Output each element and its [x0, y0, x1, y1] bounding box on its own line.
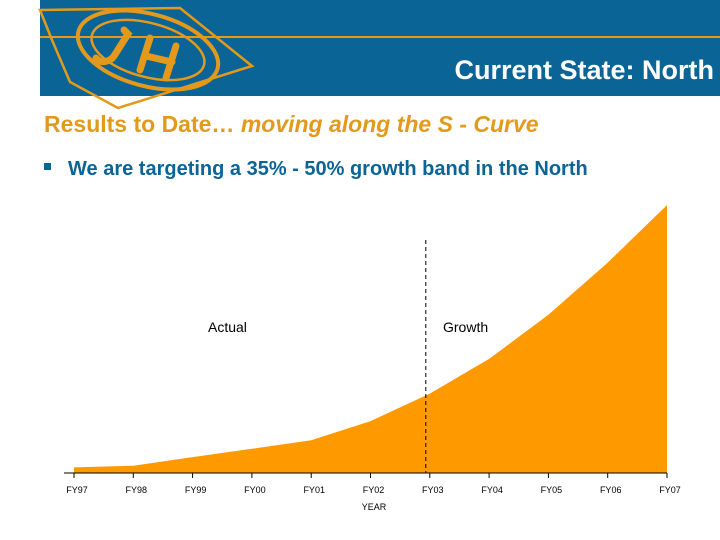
series-area	[74, 205, 667, 473]
x-tick-label: FY02	[363, 485, 385, 495]
bullet-item: We are targeting a 35% - 50% growth band…	[44, 158, 588, 181]
x-tick-label: FY03	[422, 485, 444, 495]
annotation-growth: Growth	[443, 319, 488, 335]
bullet-square-icon	[44, 163, 51, 171]
x-tick-label: FY99	[185, 485, 207, 495]
x-tick-label: FY98	[126, 485, 148, 495]
x-tick-label: FY00	[244, 485, 266, 495]
subtitle-emphasis: moving along the S - Curve	[240, 111, 539, 137]
x-axis-title: YEAR	[362, 502, 387, 512]
company-logo-icon	[38, 6, 255, 110]
header-accent-line	[40, 36, 720, 38]
x-tick-label: FY05	[541, 485, 563, 495]
x-tick-label: FY01	[303, 485, 325, 495]
bullet-text: We are targeting a 35% - 50% growth band…	[68, 158, 588, 180]
x-tick-label: FY04	[481, 485, 503, 495]
annotation-actual: Actual	[208, 319, 247, 335]
slide-title: Current State: North	[454, 55, 714, 85]
x-tick-label: FY97	[66, 485, 88, 495]
x-tick-label: FY06	[600, 485, 622, 495]
x-tick-label: FY07	[659, 485, 681, 495]
slide-subtitle: Results to Date… moving along the S - Cu…	[44, 111, 539, 138]
subtitle-lead: Results to Date…	[44, 111, 235, 137]
